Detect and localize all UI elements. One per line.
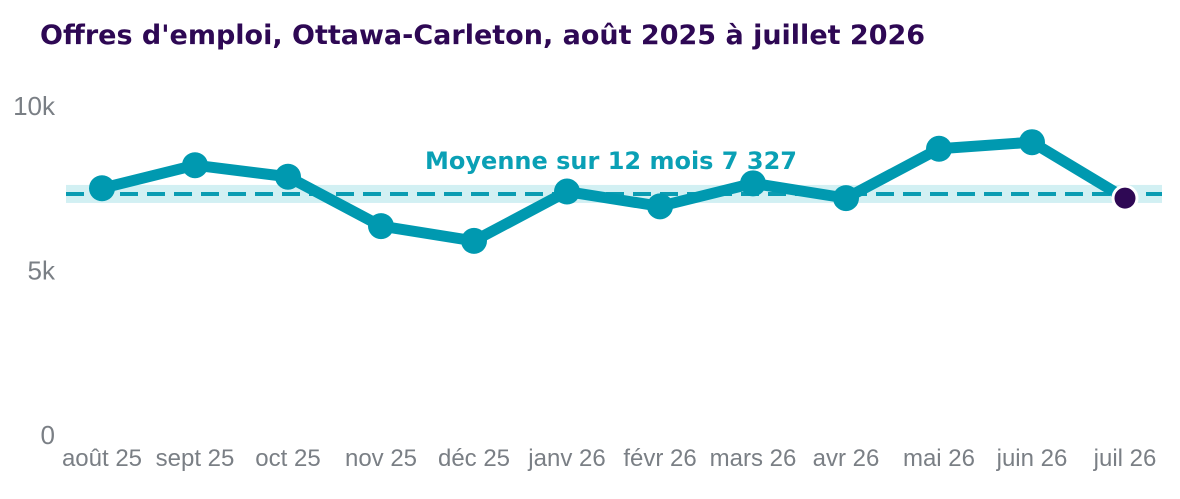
x-tick-label: nov 25 (345, 445, 417, 472)
data-point (275, 163, 301, 190)
y-tick-label: 5k (28, 256, 56, 286)
x-tick-label: juil 26 (1093, 445, 1157, 472)
data-point (647, 193, 673, 220)
data-point (89, 175, 115, 202)
y-tick-label: 10k (13, 91, 56, 121)
x-tick-label: juin 26 (996, 445, 1068, 472)
series-points (89, 129, 1139, 254)
data-point-last (1111, 184, 1139, 212)
data-point (554, 178, 580, 205)
x-tick-label: mai 26 (903, 445, 975, 472)
x-tick-label: févr 26 (623, 445, 696, 472)
chart-title: Offres d'emploi, Ottawa-Carleton, août 2… (40, 20, 926, 51)
series-line (96, 136, 1131, 247)
x-axis-ticks: août 25 sept 25 oct 25 nov 25 déc 25 janv 26 f… (62, 445, 1156, 472)
data-point (461, 227, 487, 254)
data-point (368, 213, 394, 240)
data-point (1019, 129, 1045, 156)
data-point (833, 185, 859, 212)
x-tick-label: avr 26 (813, 445, 880, 472)
x-tick-label: oct 25 (255, 445, 320, 472)
x-tick-label: sept 25 (156, 445, 235, 472)
x-tick-label: déc 25 (438, 445, 510, 472)
average-label: Moyenne sur 12 mois 7 327 (425, 147, 797, 175)
data-point (182, 152, 208, 179)
y-tick-label: 0 (41, 420, 55, 450)
y-axis-ticks: 10k 5k 0 (13, 91, 56, 450)
data-point (926, 135, 952, 162)
data-point (740, 170, 766, 197)
x-tick-label: août 25 (62, 445, 142, 472)
x-tick-label: janv 26 (527, 445, 605, 472)
x-tick-label: mars 26 (710, 445, 797, 472)
